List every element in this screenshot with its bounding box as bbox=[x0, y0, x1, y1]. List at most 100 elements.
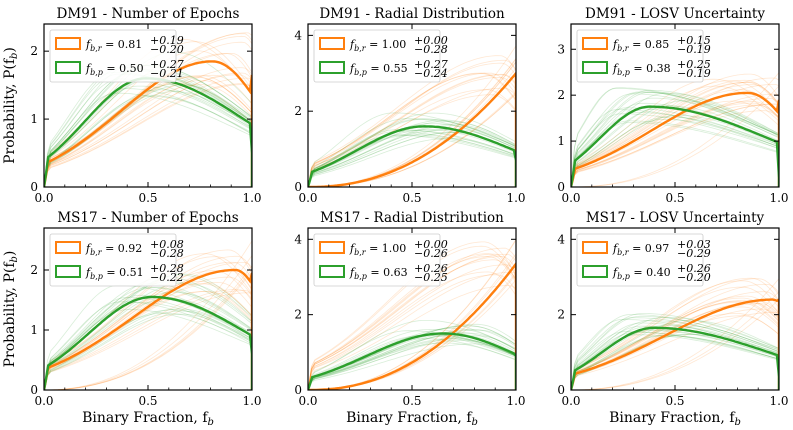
plot-area bbox=[308, 239, 516, 390]
sample-curve-r bbox=[308, 253, 516, 390]
legend-swatch-p bbox=[582, 61, 608, 74]
sample-curve-r bbox=[44, 83, 252, 187]
sample-curve-p bbox=[571, 335, 779, 390]
sample-curve-p bbox=[571, 105, 779, 187]
sample-curve-p bbox=[571, 107, 779, 187]
sample-curve-p bbox=[571, 316, 779, 390]
y-tick-label: 2 bbox=[294, 308, 302, 322]
sample-curve-r bbox=[308, 253, 516, 390]
sample-curve-r bbox=[44, 291, 252, 390]
sample-curve-p bbox=[44, 64, 252, 187]
series-line-r bbox=[44, 268, 252, 390]
legend-minus-r: −0.20 bbox=[150, 43, 184, 56]
legend-swatch-r bbox=[55, 37, 81, 50]
sample-curve-r bbox=[571, 315, 779, 390]
sample-curve-p bbox=[308, 330, 516, 390]
series-line-r bbox=[44, 60, 252, 187]
x-tick-label: 0.0 bbox=[34, 191, 53, 205]
x-tick-label: 1.0 bbox=[769, 394, 788, 408]
sample-curve-p bbox=[308, 134, 516, 187]
legend-label-p: fb,p = 0.38 bbox=[612, 62, 671, 77]
sample-curve-r bbox=[44, 80, 252, 187]
sample-curve-r bbox=[44, 255, 252, 390]
sample-curve-p bbox=[308, 131, 516, 187]
plot-area bbox=[308, 45, 516, 187]
legend-box bbox=[313, 29, 441, 83]
y-tick-label: 1 bbox=[30, 112, 38, 126]
x-tick-label: 1.0 bbox=[506, 191, 525, 205]
sample-curve-p bbox=[308, 340, 516, 390]
y-tick-label: 0 bbox=[30, 180, 38, 194]
x-tick-label: 1.0 bbox=[506, 394, 525, 408]
sample-curve-r bbox=[571, 101, 779, 187]
y-tick-label: 3 bbox=[557, 42, 565, 56]
sample-curve-p bbox=[571, 87, 779, 187]
sample-curve-p bbox=[308, 329, 516, 390]
plot-area bbox=[571, 72, 779, 187]
sample-curve-r bbox=[44, 271, 252, 390]
subplot-6: 0.0 0.5 1.0 0 2 4 MS17 - LOSV Uncertainty fb,r … bbox=[557, 210, 788, 408]
sample-curve-p bbox=[308, 112, 516, 187]
sample-curve-r bbox=[571, 97, 779, 187]
legend-label-r: fb,r = 1.00 bbox=[349, 242, 406, 257]
sample-curve-p bbox=[44, 92, 252, 187]
sample-curve-p bbox=[44, 294, 252, 390]
sample-curve-p bbox=[308, 320, 516, 390]
sample-curve-p bbox=[44, 310, 252, 390]
y-tick-label: 0 bbox=[557, 383, 565, 397]
y-tick-label: 0 bbox=[294, 383, 302, 397]
sample-curve-r bbox=[44, 72, 252, 187]
sample-curve-p bbox=[571, 325, 779, 390]
sample-curve-r bbox=[571, 286, 779, 390]
sample-curve-r bbox=[571, 104, 779, 187]
sample-curve-r bbox=[44, 84, 252, 187]
plot-area bbox=[44, 240, 252, 390]
sample-curve-p bbox=[44, 313, 252, 390]
sample-curve-p bbox=[308, 342, 516, 390]
legend-label-r: fb,r = 0.81 bbox=[85, 38, 142, 53]
sample-curve-p bbox=[571, 91, 779, 187]
sample-curve-r bbox=[571, 72, 779, 187]
legend-swatch-p bbox=[319, 265, 345, 278]
sample-curve-p bbox=[571, 119, 779, 187]
x-tick-label: 0.5 bbox=[138, 394, 157, 408]
sample-curve-r bbox=[571, 85, 779, 187]
legend-minus-r: −0.28 bbox=[414, 43, 448, 56]
sample-curve-r bbox=[44, 265, 252, 390]
sample-curve-p bbox=[571, 319, 779, 390]
sample-curve-r bbox=[308, 259, 516, 390]
x-tick-label: 1.0 bbox=[242, 394, 261, 408]
sample-curve-r bbox=[571, 277, 779, 390]
sample-curve-r bbox=[44, 75, 252, 187]
sample-curve-r bbox=[308, 74, 516, 187]
sample-curve-r bbox=[571, 299, 779, 390]
x-tick-label: 1.0 bbox=[769, 191, 788, 205]
sample-curve-p bbox=[308, 331, 516, 390]
sample-curve-p bbox=[308, 335, 516, 390]
legend-label-p: fb,p = 0.40 bbox=[612, 266, 671, 281]
sample-curve-r bbox=[571, 93, 779, 187]
sample-curve-p bbox=[571, 325, 779, 390]
x-axis-label-col-2: Binary Fraction, fb bbox=[346, 410, 478, 428]
sample-curve-r bbox=[308, 73, 516, 187]
sample-curve-p bbox=[571, 317, 779, 390]
sample-curve-r bbox=[44, 67, 252, 187]
y-tick-label: 2 bbox=[557, 308, 565, 322]
y-tick-label: 0 bbox=[557, 180, 565, 194]
sample-curve-r bbox=[571, 306, 779, 390]
sample-curve-p bbox=[571, 331, 779, 390]
sample-curve-r bbox=[308, 72, 516, 187]
sample-curve-r bbox=[571, 84, 779, 187]
sample-curve-p bbox=[44, 302, 252, 390]
legend-label-p: fb,p = 0.55 bbox=[349, 62, 408, 77]
sample-curve-p bbox=[44, 282, 252, 390]
legend-plus-p: +0.26 bbox=[414, 262, 448, 275]
sample-curve-r bbox=[44, 249, 252, 390]
legend-swatch-p bbox=[319, 61, 345, 74]
sample-curve-p bbox=[308, 334, 516, 390]
sample-curve-r bbox=[571, 295, 779, 390]
sample-curve-r bbox=[571, 283, 779, 390]
legend-plus-r: +0.03 bbox=[677, 238, 711, 251]
subplot-4: 0.0 0.5 1.0 0 1 2 MS17 - Number of Epochs fb,r … bbox=[30, 210, 261, 408]
sample-curve-p bbox=[308, 129, 516, 187]
